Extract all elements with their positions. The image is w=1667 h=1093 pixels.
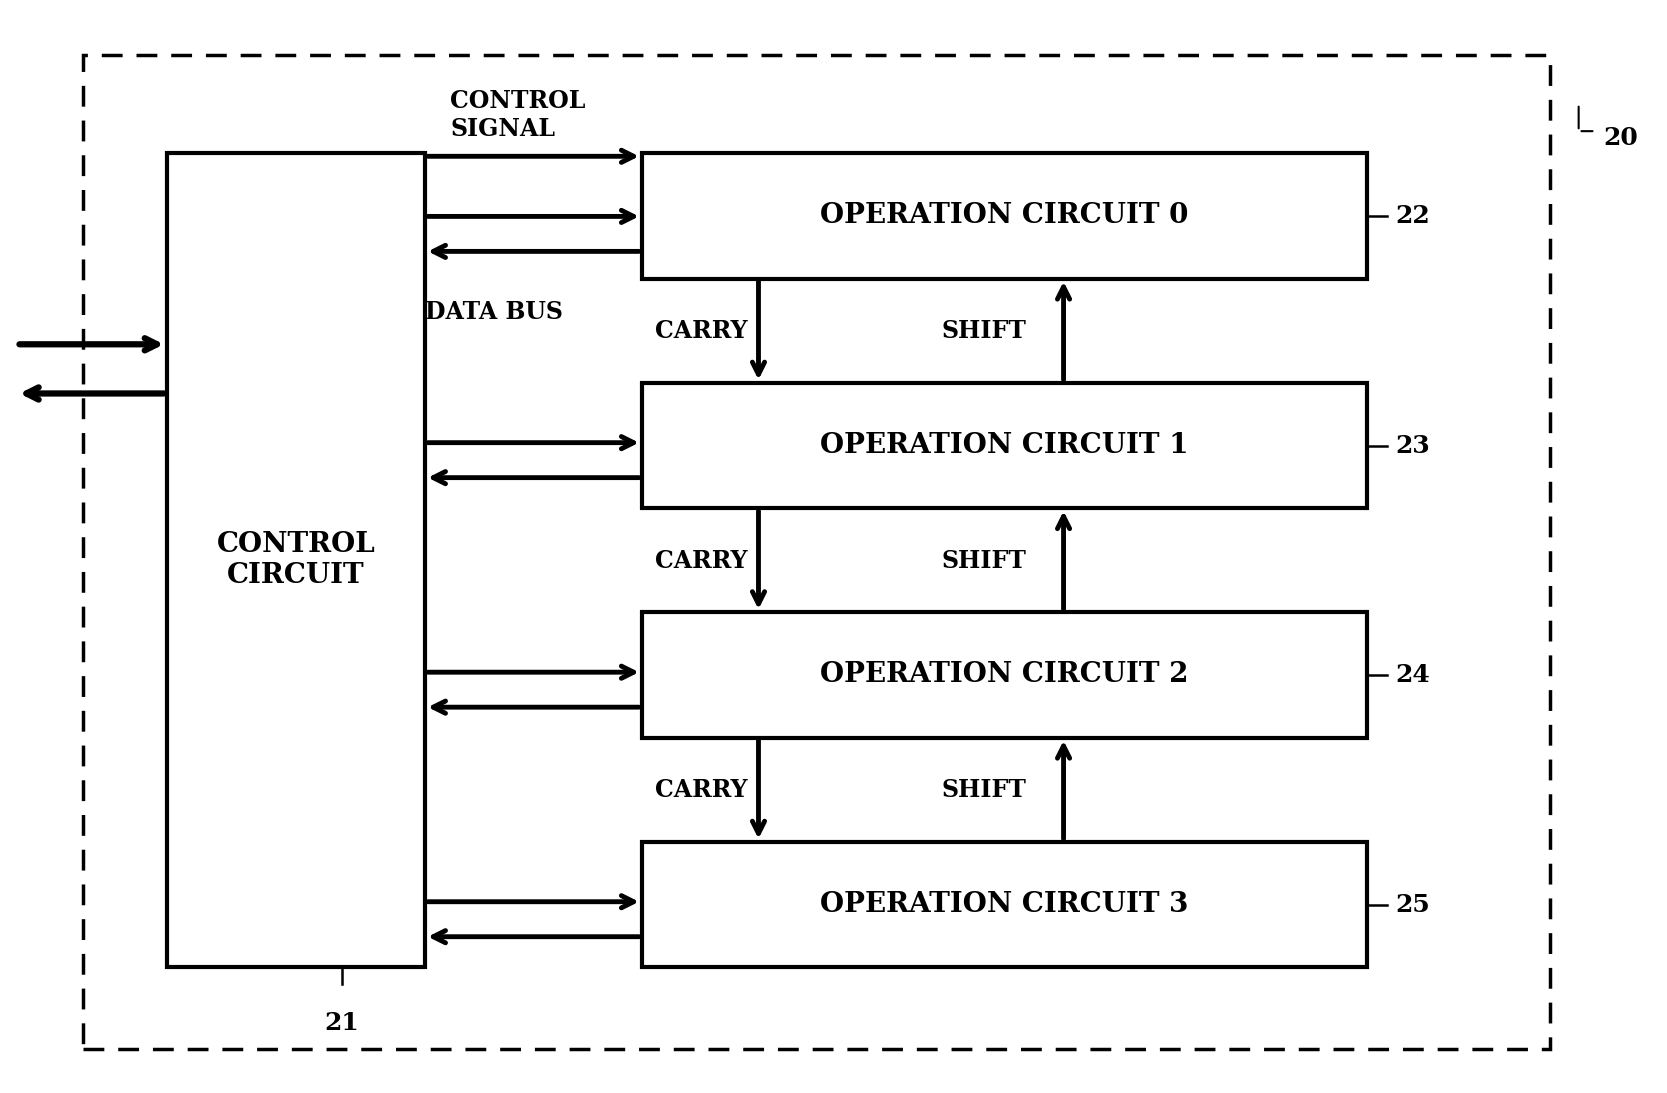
Text: OPERATION CIRCUIT 3: OPERATION CIRCUIT 3 (820, 891, 1189, 918)
Bar (642, 842, 1367, 967)
Text: CONTROL
SIGNAL: CONTROL SIGNAL (450, 89, 585, 141)
Text: 24: 24 (1395, 663, 1430, 687)
Text: CARRY: CARRY (655, 549, 747, 573)
Bar (642, 153, 1367, 279)
Text: OPERATION CIRCUIT 1: OPERATION CIRCUIT 1 (820, 432, 1189, 459)
Text: CARRY: CARRY (655, 778, 747, 802)
Text: 23: 23 (1395, 434, 1430, 458)
Text: OPERATION CIRCUIT 0: OPERATION CIRCUIT 0 (820, 202, 1189, 230)
Bar (167, 153, 425, 967)
Text: 22: 22 (1395, 204, 1430, 228)
Text: SHIFT: SHIFT (942, 549, 1027, 573)
Bar (642, 612, 1367, 738)
Bar (642, 383, 1367, 508)
Text: OPERATION CIRCUIT 2: OPERATION CIRCUIT 2 (820, 661, 1189, 689)
Text: SHIFT: SHIFT (942, 319, 1027, 343)
Text: 20: 20 (1604, 126, 1639, 150)
Bar (83, 55, 1550, 1049)
Text: DATA BUS: DATA BUS (425, 299, 563, 324)
Text: CARRY: CARRY (655, 319, 747, 343)
Text: 21: 21 (325, 1011, 358, 1035)
Text: CONTROL
CIRCUIT: CONTROL CIRCUIT (217, 531, 375, 589)
Text: 25: 25 (1395, 893, 1430, 917)
Text: SHIFT: SHIFT (942, 778, 1027, 802)
